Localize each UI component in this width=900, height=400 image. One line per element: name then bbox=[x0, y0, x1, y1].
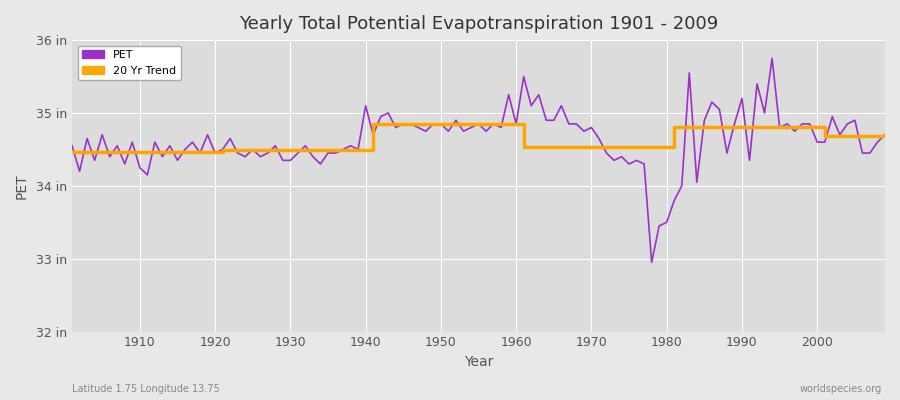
Text: worldspecies.org: worldspecies.org bbox=[800, 384, 882, 394]
Legend: PET, 20 Yr Trend: PET, 20 Yr Trend bbox=[77, 46, 181, 80]
Title: Yearly Total Potential Evapotranspiration 1901 - 2009: Yearly Total Potential Evapotranspiratio… bbox=[238, 15, 718, 33]
X-axis label: Year: Year bbox=[464, 355, 493, 369]
Text: Latitude 1.75 Longitude 13.75: Latitude 1.75 Longitude 13.75 bbox=[72, 384, 220, 394]
Y-axis label: PET: PET bbox=[15, 173, 29, 199]
